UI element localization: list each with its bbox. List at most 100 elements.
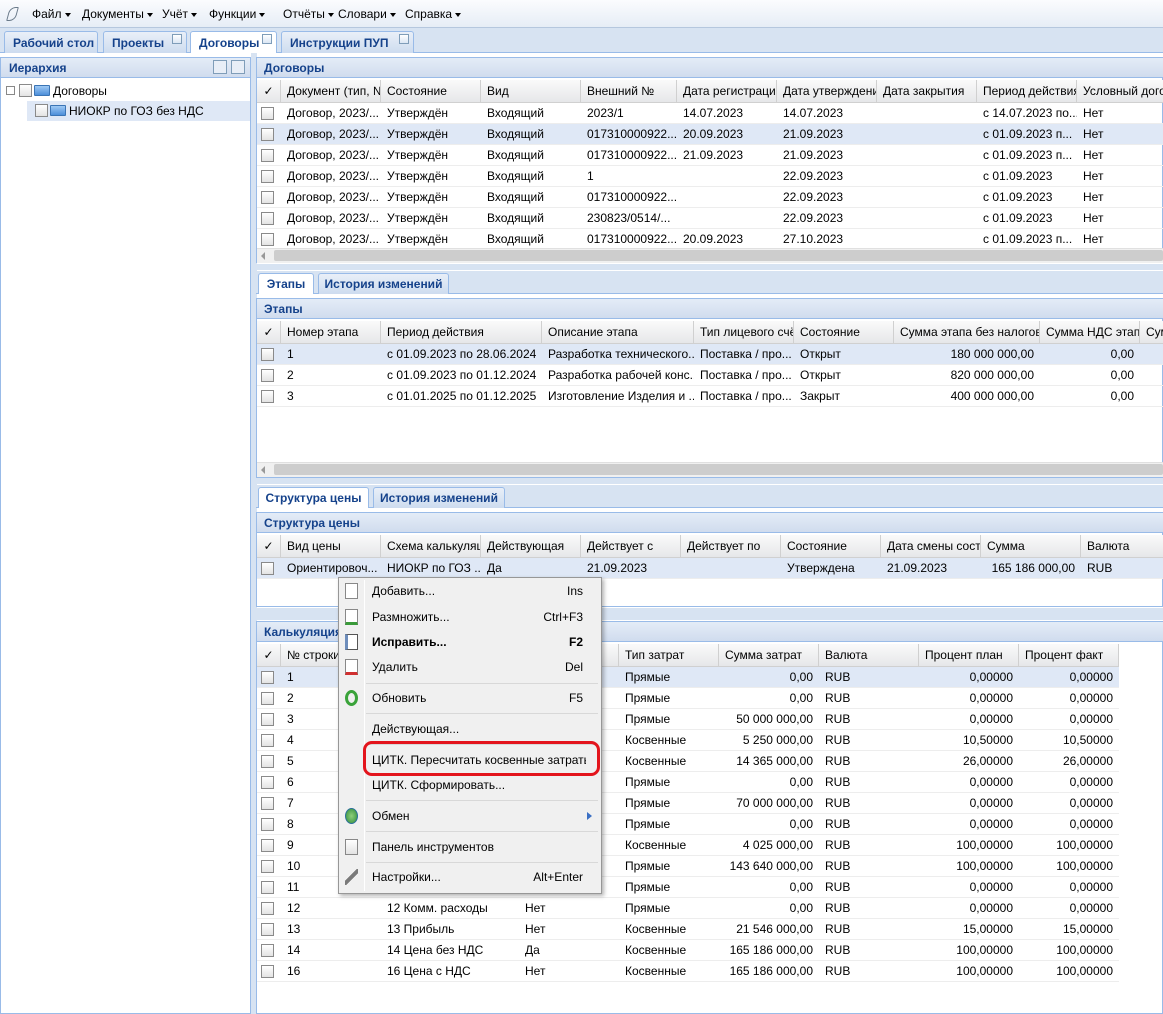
menu-item[interactable]: Обновить	[372, 691, 427, 705]
column-header[interactable]: Вид цены	[281, 535, 381, 558]
row-checkbox[interactable]	[261, 107, 274, 120]
table-row[interactable]	[257, 793, 1119, 814]
tree-node[interactable]: НИОКР по ГОЗ без НДС	[69, 104, 204, 118]
column-header[interactable]: Валюта	[819, 644, 919, 667]
tree-node[interactable]: Договоры	[53, 84, 107, 98]
table-row[interactable]	[257, 688, 1119, 709]
column-header[interactable]: Тип лицевого счёт	[694, 321, 794, 344]
table-row[interactable]	[257, 835, 1119, 856]
table-row[interactable]	[257, 344, 1163, 365]
row-checkbox[interactable]	[261, 369, 274, 382]
row-checkbox[interactable]	[261, 818, 274, 831]
row-checkbox[interactable]	[261, 128, 274, 141]
column-header[interactable]: Сум	[1140, 321, 1163, 344]
table-row[interactable]	[257, 103, 1163, 124]
row-checkbox[interactable]	[261, 390, 274, 403]
tab[interactable]: Рабочий стол	[4, 31, 98, 53]
column-header[interactable]: Сумма	[981, 535, 1081, 558]
column-header[interactable]: Сумма этапа без налогов	[894, 321, 1040, 344]
table-row[interactable]	[257, 856, 1119, 877]
tab[interactable]: История изменений	[318, 273, 449, 294]
column-header[interactable]: Состояние	[794, 321, 894, 344]
column-header[interactable]: Сумма НДС этапа	[1040, 321, 1140, 344]
table-row[interactable]	[257, 208, 1163, 229]
tab[interactable]: Этапы	[258, 273, 314, 294]
column-header[interactable]: Сумма затрат	[719, 644, 819, 667]
row-checkbox[interactable]	[261, 149, 274, 162]
row-checkbox[interactable]	[261, 191, 274, 204]
column-header[interactable]: Описание этапа	[542, 321, 694, 344]
column-header[interactable]: Внешний №	[581, 80, 677, 103]
table-row[interactable]	[257, 145, 1163, 166]
menu-item[interactable]: Документы	[82, 7, 144, 21]
table-row[interactable]	[257, 751, 1119, 772]
column-header[interactable]: Дата смены состоя	[881, 535, 981, 558]
table-row[interactable]	[257, 940, 1119, 961]
row-checkbox[interactable]	[261, 713, 274, 726]
row-checkbox[interactable]	[261, 755, 274, 768]
column-header[interactable]: Дата закрытия	[877, 80, 977, 103]
column-header[interactable]: Процент план	[919, 644, 1019, 667]
menu-item[interactable]: Обмен	[372, 809, 410, 823]
tree-checkbox[interactable]	[19, 84, 32, 97]
menu-item[interactable]: Учёт	[162, 7, 189, 21]
row-checkbox[interactable]	[261, 671, 274, 684]
row-checkbox[interactable]	[261, 562, 274, 575]
scroll-thumb[interactable]	[274, 464, 1163, 475]
table-row[interactable]	[257, 558, 1163, 579]
row-checkbox[interactable]	[261, 348, 274, 361]
column-header[interactable]: Период действия...	[977, 80, 1077, 103]
tab-close[interactable]	[262, 34, 272, 44]
row-checkbox[interactable]	[261, 776, 274, 789]
table-row[interactable]	[257, 898, 1119, 919]
column-header[interactable]: Действует по	[681, 535, 781, 558]
table-row[interactable]	[257, 166, 1163, 187]
table-row[interactable]	[257, 961, 1119, 982]
column-header[interactable]: Условный догов	[1077, 80, 1163, 103]
column-header[interactable]: Схема калькуляци	[381, 535, 481, 558]
tab[interactable]: Проекты	[103, 31, 187, 53]
column-header[interactable]: Период действия	[381, 321, 542, 344]
menu-item[interactable]: Отчёты	[283, 7, 325, 21]
column-header[interactable]: Действующая	[481, 535, 581, 558]
menu-item[interactable]: Размножить...	[372, 610, 450, 624]
tab-close[interactable]	[172, 34, 182, 44]
collapse-button[interactable]	[231, 60, 245, 74]
column-header[interactable]: Дата регистрации...	[677, 80, 777, 103]
menu-item[interactable]: Функции	[209, 7, 257, 21]
table-row[interactable]	[257, 772, 1119, 793]
row-checkbox[interactable]	[261, 944, 274, 957]
tab[interactable]: История изменений	[373, 487, 505, 508]
column-header[interactable]: ✓	[257, 321, 281, 344]
menu-item[interactable]: Файл	[32, 7, 62, 21]
menu-item[interactable]: Действующая...	[372, 722, 460, 736]
row-checkbox[interactable]	[261, 212, 274, 225]
row-checkbox[interactable]	[261, 965, 274, 978]
menu-item[interactable]: Настройки...	[372, 870, 441, 884]
column-header[interactable]: Валюта	[1081, 535, 1163, 558]
table-row[interactable]	[257, 730, 1119, 751]
menu-item[interactable]: ЦИТК. Пересчитать косвенные затраты...	[372, 753, 586, 767]
row-checkbox[interactable]	[261, 170, 274, 183]
column-header[interactable]: Документ (тип, №	[281, 80, 381, 103]
tab-close[interactable]	[399, 34, 409, 44]
row-checkbox[interactable]	[261, 692, 274, 705]
column-header[interactable]: ✓	[257, 535, 281, 558]
menu-item[interactable]: Исправить...	[372, 635, 447, 649]
column-header[interactable]: Номер этапа	[281, 321, 381, 344]
column-header[interactable]: Вид	[481, 80, 581, 103]
tree-expander[interactable]	[6, 86, 15, 95]
table-row[interactable]	[257, 124, 1163, 145]
table-row[interactable]	[257, 365, 1163, 386]
table-row[interactable]	[257, 877, 1119, 898]
search-button[interactable]	[213, 60, 227, 74]
row-checkbox[interactable]	[261, 233, 274, 246]
menu-item[interactable]: Панель инструментов	[372, 840, 494, 854]
menu-item[interactable]: Добавить...	[372, 584, 436, 598]
row-checkbox[interactable]	[261, 923, 274, 936]
column-header[interactable]: Действует с	[581, 535, 681, 558]
row-checkbox[interactable]	[261, 902, 274, 915]
row-checkbox[interactable]	[261, 797, 274, 810]
menu-item[interactable]: Словари	[338, 7, 387, 21]
tab[interactable]: Структура цены	[258, 487, 369, 508]
